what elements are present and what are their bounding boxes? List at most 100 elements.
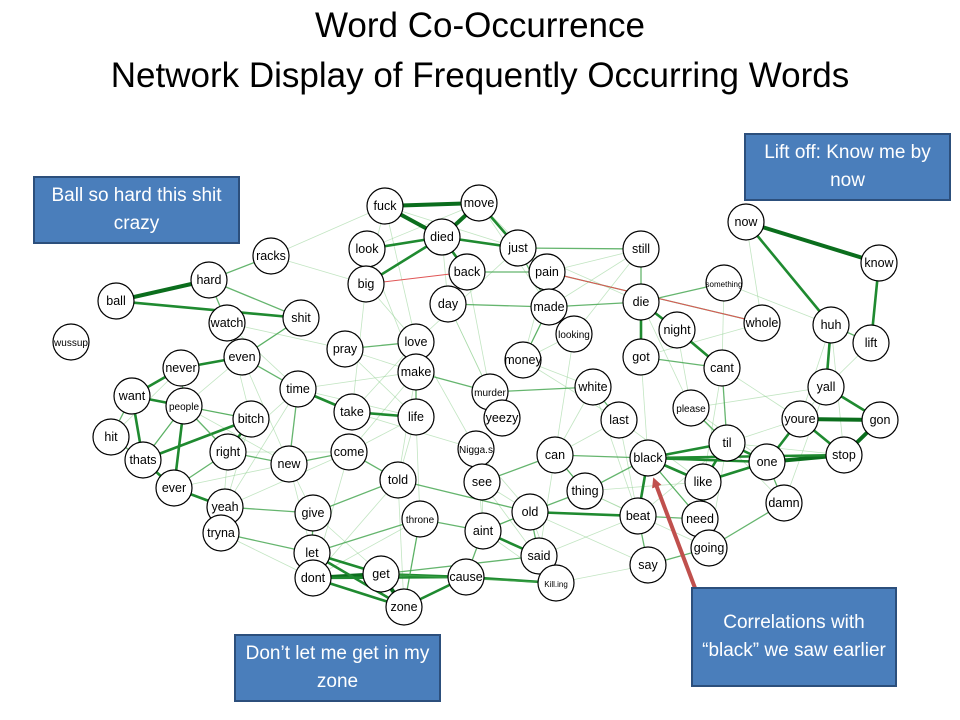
- page-title: Word Co-Occurrence: [314, 6, 645, 45]
- node-label: zone: [390, 600, 417, 614]
- node-circle: [124, 441, 162, 479]
- faint-edge: [640, 301, 692, 409]
- node-label: old: [522, 505, 539, 519]
- node-circle: [52, 323, 90, 361]
- node-label: can: [545, 448, 565, 462]
- node-circle: [812, 306, 850, 344]
- node-circle: [825, 436, 863, 474]
- node-one: one: [748, 443, 786, 481]
- edge-now-know: [745, 220, 880, 265]
- node-label: lift: [865, 336, 878, 350]
- node-circle: [429, 285, 467, 323]
- node-circle: [209, 433, 247, 471]
- arrow-to-black: [652, 477, 697, 589]
- node-circle: [397, 398, 435, 436]
- node-died: died: [423, 218, 461, 256]
- node-circle: [282, 299, 320, 337]
- node-label: watch: [210, 316, 244, 330]
- node-label: know: [864, 256, 894, 270]
- node-huh: huh: [812, 306, 850, 344]
- node-label: got: [632, 350, 650, 364]
- node-circle: [366, 187, 404, 225]
- node-circle: [672, 389, 710, 427]
- node-label: shit: [291, 311, 311, 325]
- node-label: move: [464, 196, 495, 210]
- edge-just-still: [517, 247, 642, 250]
- node-label: big: [358, 277, 375, 291]
- edge-told-old: [397, 479, 531, 513]
- node-circle: [202, 514, 240, 552]
- node-circle: [232, 400, 270, 438]
- node-label: thats: [129, 453, 156, 467]
- node-cause: cause: [447, 558, 485, 596]
- node-life: life: [397, 398, 435, 436]
- node-zone: zone: [385, 588, 423, 626]
- node-kill-ing: Kill.ing: [537, 564, 575, 602]
- node-label: die: [633, 295, 650, 309]
- node-circle: [684, 463, 722, 501]
- page-subtitle: Network Display of Frequently Occurring …: [110, 56, 850, 95]
- node-circle: [705, 264, 743, 302]
- node-label: youre: [784, 412, 815, 426]
- node-circle: [600, 401, 638, 439]
- node-circle: [97, 282, 135, 320]
- node-circle: [860, 244, 898, 282]
- node-label: let: [305, 546, 319, 560]
- node-circle: [690, 529, 728, 567]
- faint-edge: [637, 442, 728, 517]
- node-circle: [861, 401, 899, 439]
- node-label: wussup: [53, 338, 88, 349]
- node-watch: watch: [208, 304, 246, 342]
- node-hit: hit: [92, 418, 130, 456]
- node-label: people: [169, 402, 199, 413]
- node-now: now: [727, 203, 765, 241]
- node-night: night: [658, 311, 696, 349]
- edge-bitch-thats: [142, 417, 252, 462]
- node-label: back: [454, 265, 481, 279]
- faint-edge: [270, 205, 386, 257]
- node-label: come: [334, 445, 365, 459]
- node-got: got: [622, 338, 660, 376]
- node-racks: racks: [252, 237, 290, 275]
- node-stop: stop: [825, 436, 863, 474]
- node-label: please: [676, 404, 706, 415]
- node-circle: [401, 500, 439, 538]
- node-label: aint: [473, 524, 494, 538]
- node-circle: [423, 218, 461, 256]
- faint-edge: [783, 386, 827, 504]
- node-move: move: [460, 184, 498, 222]
- node-circle: [622, 230, 660, 268]
- node-label: time: [286, 382, 310, 396]
- node-say: say: [629, 546, 667, 584]
- node-label: Nigga.s: [459, 445, 493, 456]
- node-never: never: [162, 349, 200, 387]
- node-circle: [852, 324, 890, 362]
- node-last: last: [600, 401, 638, 439]
- edge-black-stop: [647, 453, 845, 460]
- node-label: just: [507, 241, 528, 255]
- node-label: racks: [256, 249, 286, 263]
- node-circle: [504, 341, 542, 379]
- node-label: last: [609, 413, 629, 427]
- node-pain: pain: [528, 253, 566, 291]
- node-circle: [385, 588, 423, 626]
- node-circle: [622, 283, 660, 321]
- node-yeezy: yeezy: [483, 399, 521, 437]
- node-black: black: [629, 439, 667, 477]
- node-label: pray: [333, 342, 358, 356]
- node-label: now: [735, 215, 759, 229]
- faint-edge: [312, 518, 421, 579]
- node-label: right: [216, 445, 241, 459]
- node-see: see: [463, 463, 501, 501]
- node-label: say: [638, 558, 658, 572]
- node-circle: [555, 315, 593, 353]
- callout-dont-let-me: Don’t let me get in my zone: [234, 634, 441, 702]
- node-day: day: [429, 285, 467, 323]
- node-label: even: [228, 350, 255, 364]
- node-circle: [536, 436, 574, 474]
- node-make: make: [397, 353, 435, 391]
- node-circle: [566, 472, 604, 510]
- node-hard: hard: [190, 261, 228, 299]
- node-can: can: [536, 436, 574, 474]
- node-throne: throne: [401, 500, 439, 538]
